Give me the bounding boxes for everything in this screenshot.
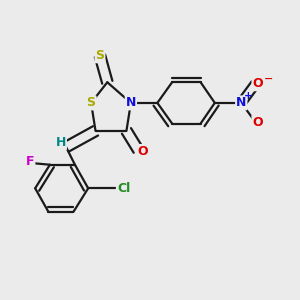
Text: N: N xyxy=(126,96,136,110)
Text: S: S xyxy=(95,49,104,62)
Text: −: − xyxy=(264,74,273,83)
Text: Cl: Cl xyxy=(117,182,130,195)
Text: O: O xyxy=(137,145,148,158)
Text: N: N xyxy=(236,96,247,110)
Text: O: O xyxy=(253,116,263,128)
Text: F: F xyxy=(26,155,34,168)
Text: H: H xyxy=(56,136,66,149)
Text: +: + xyxy=(243,91,252,100)
Text: S: S xyxy=(87,96,96,110)
Text: O: O xyxy=(253,77,263,90)
